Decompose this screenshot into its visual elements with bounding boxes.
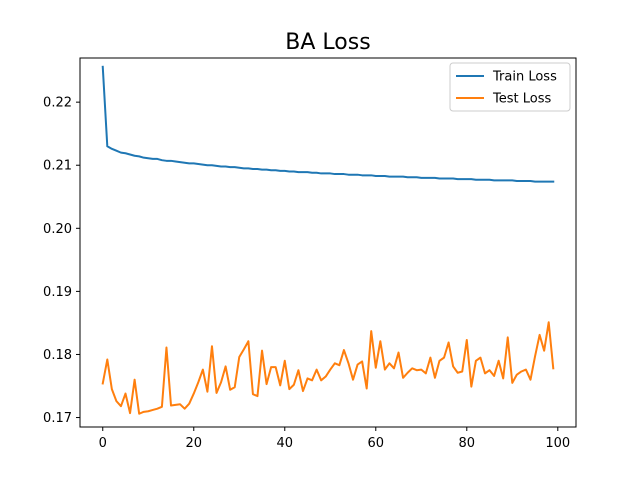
x-tick-label: 60 <box>368 436 385 451</box>
legend-label-1: Test Loss <box>492 92 551 107</box>
y-tick-label: 0.18 <box>43 348 72 363</box>
series-line-1 <box>101 321 555 415</box>
x-tick-label: 100 <box>545 436 570 451</box>
x-tick-label: 20 <box>185 436 202 451</box>
x-tick-label: 40 <box>276 436 293 451</box>
y-tick-label: 0.19 <box>43 285 72 300</box>
chart-title: BA Loss <box>285 30 370 55</box>
x-tick-label: 0 <box>99 436 107 451</box>
y-tick-label: 0.21 <box>43 159 72 174</box>
y-tick-label: 0.17 <box>43 411 72 426</box>
axes: 0 20 40 60 80 100 0.17 0.18 0.19 0.20 0.21 0.22 <box>43 57 577 451</box>
axes-frame <box>79 57 577 428</box>
plot-area <box>101 65 555 415</box>
series-line-0 <box>101 65 555 183</box>
x-tick-label: 80 <box>459 436 476 451</box>
y-tick-label: 0.20 <box>43 222 72 237</box>
legend-label-0: Train Loss <box>492 70 557 85</box>
y-tick-label: 0.22 <box>43 96 72 111</box>
legend: Train Loss Test Loss <box>449 62 571 112</box>
